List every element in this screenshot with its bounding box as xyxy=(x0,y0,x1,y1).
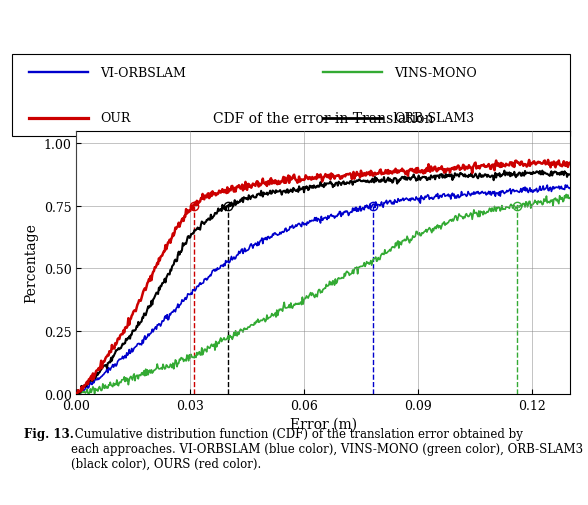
Text: OUR: OUR xyxy=(100,112,131,125)
Y-axis label: Percentage: Percentage xyxy=(24,223,38,302)
X-axis label: Error (m): Error (m) xyxy=(290,417,357,431)
Text: ORB-SLAM3: ORB-SLAM3 xyxy=(394,112,474,125)
Text: Cumulative distribution function (CDF) of the translation error obtained by
each: Cumulative distribution function (CDF) o… xyxy=(71,427,583,470)
Title: CDF of the error in Translation: CDF of the error in Translation xyxy=(213,112,433,126)
Text: VINS-MONO: VINS-MONO xyxy=(394,67,477,80)
Text: Fig. 13.: Fig. 13. xyxy=(24,427,74,440)
Text: VI-ORBSLAM: VI-ORBSLAM xyxy=(100,67,186,80)
